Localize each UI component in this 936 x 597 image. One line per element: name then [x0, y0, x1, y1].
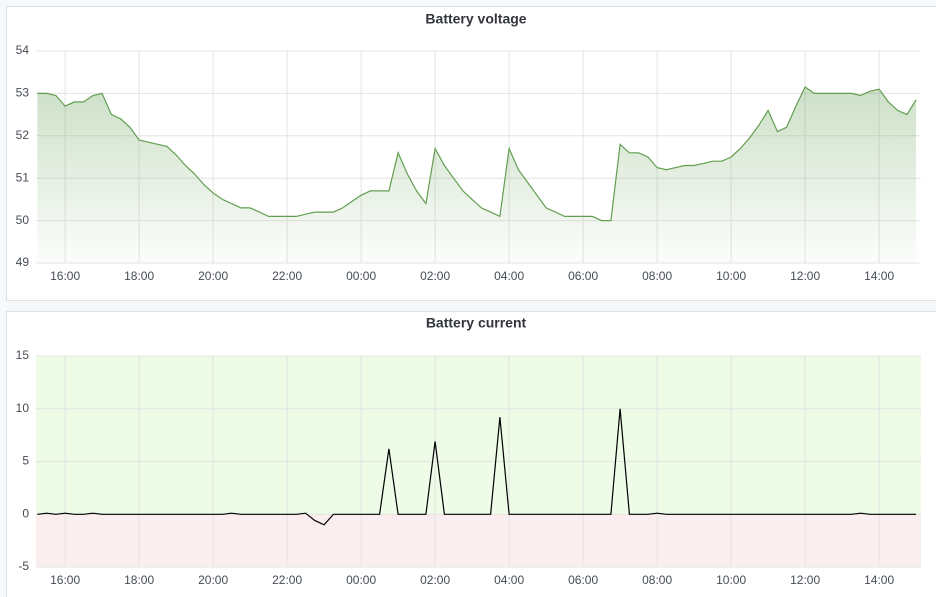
y-tick-label: 15	[16, 348, 30, 362]
x-tick-label: 10:00	[716, 573, 746, 587]
x-tick-label: 16:00	[50, 573, 80, 587]
y-tick-label: 49	[16, 255, 30, 269]
x-tick-label: 02:00	[420, 573, 450, 587]
panel-title: Battery voltage	[425, 11, 526, 27]
threshold-above	[36, 356, 921, 515]
panel-title: Battery current	[426, 315, 527, 331]
x-tick-label: 08:00	[642, 269, 672, 283]
x-tick-label: 14:00	[864, 573, 894, 587]
x-tick-label: 00:00	[346, 573, 376, 587]
threshold-below	[36, 514, 921, 567]
x-tick-label: 04:00	[494, 269, 524, 283]
y-tick-label: 50	[16, 213, 30, 227]
x-tick-label: 20:00	[198, 269, 228, 283]
x-tick-label: 02:00	[420, 269, 450, 283]
x-tick-label: 00:00	[346, 269, 376, 283]
line	[37, 408, 917, 526]
x-tick-label: 18:00	[124, 269, 154, 283]
x-tick-label: 14:00	[864, 269, 894, 283]
x-tick-label: 06:00	[568, 269, 598, 283]
y-tick-label: 53	[16, 86, 30, 100]
y-tick-label: -5	[18, 559, 29, 573]
x-tick-label: 08:00	[642, 573, 672, 587]
x-tick-label: 18:00	[124, 573, 154, 587]
x-tick-label: 04:00	[494, 573, 524, 587]
x-tick-label: 10:00	[716, 269, 746, 283]
y-tick-label: 0	[22, 506, 29, 520]
y-tick-label: 54	[16, 43, 30, 57]
x-tick-label: 22:00	[272, 573, 302, 587]
x-tick-label: 22:00	[272, 269, 302, 283]
x-tick-label: 06:00	[568, 573, 598, 587]
x-tick-label: 12:00	[790, 573, 820, 587]
y-tick-label: 10	[16, 401, 30, 415]
y-tick-label: 52	[16, 128, 30, 142]
y-tick-label: 5	[22, 454, 29, 468]
x-tick-label: 20:00	[198, 573, 228, 587]
area-fill	[37, 87, 917, 263]
x-tick-label: 12:00	[790, 269, 820, 283]
y-tick-label: 51	[16, 170, 30, 184]
line	[37, 86, 917, 222]
x-tick-label: 16:00	[50, 269, 80, 283]
